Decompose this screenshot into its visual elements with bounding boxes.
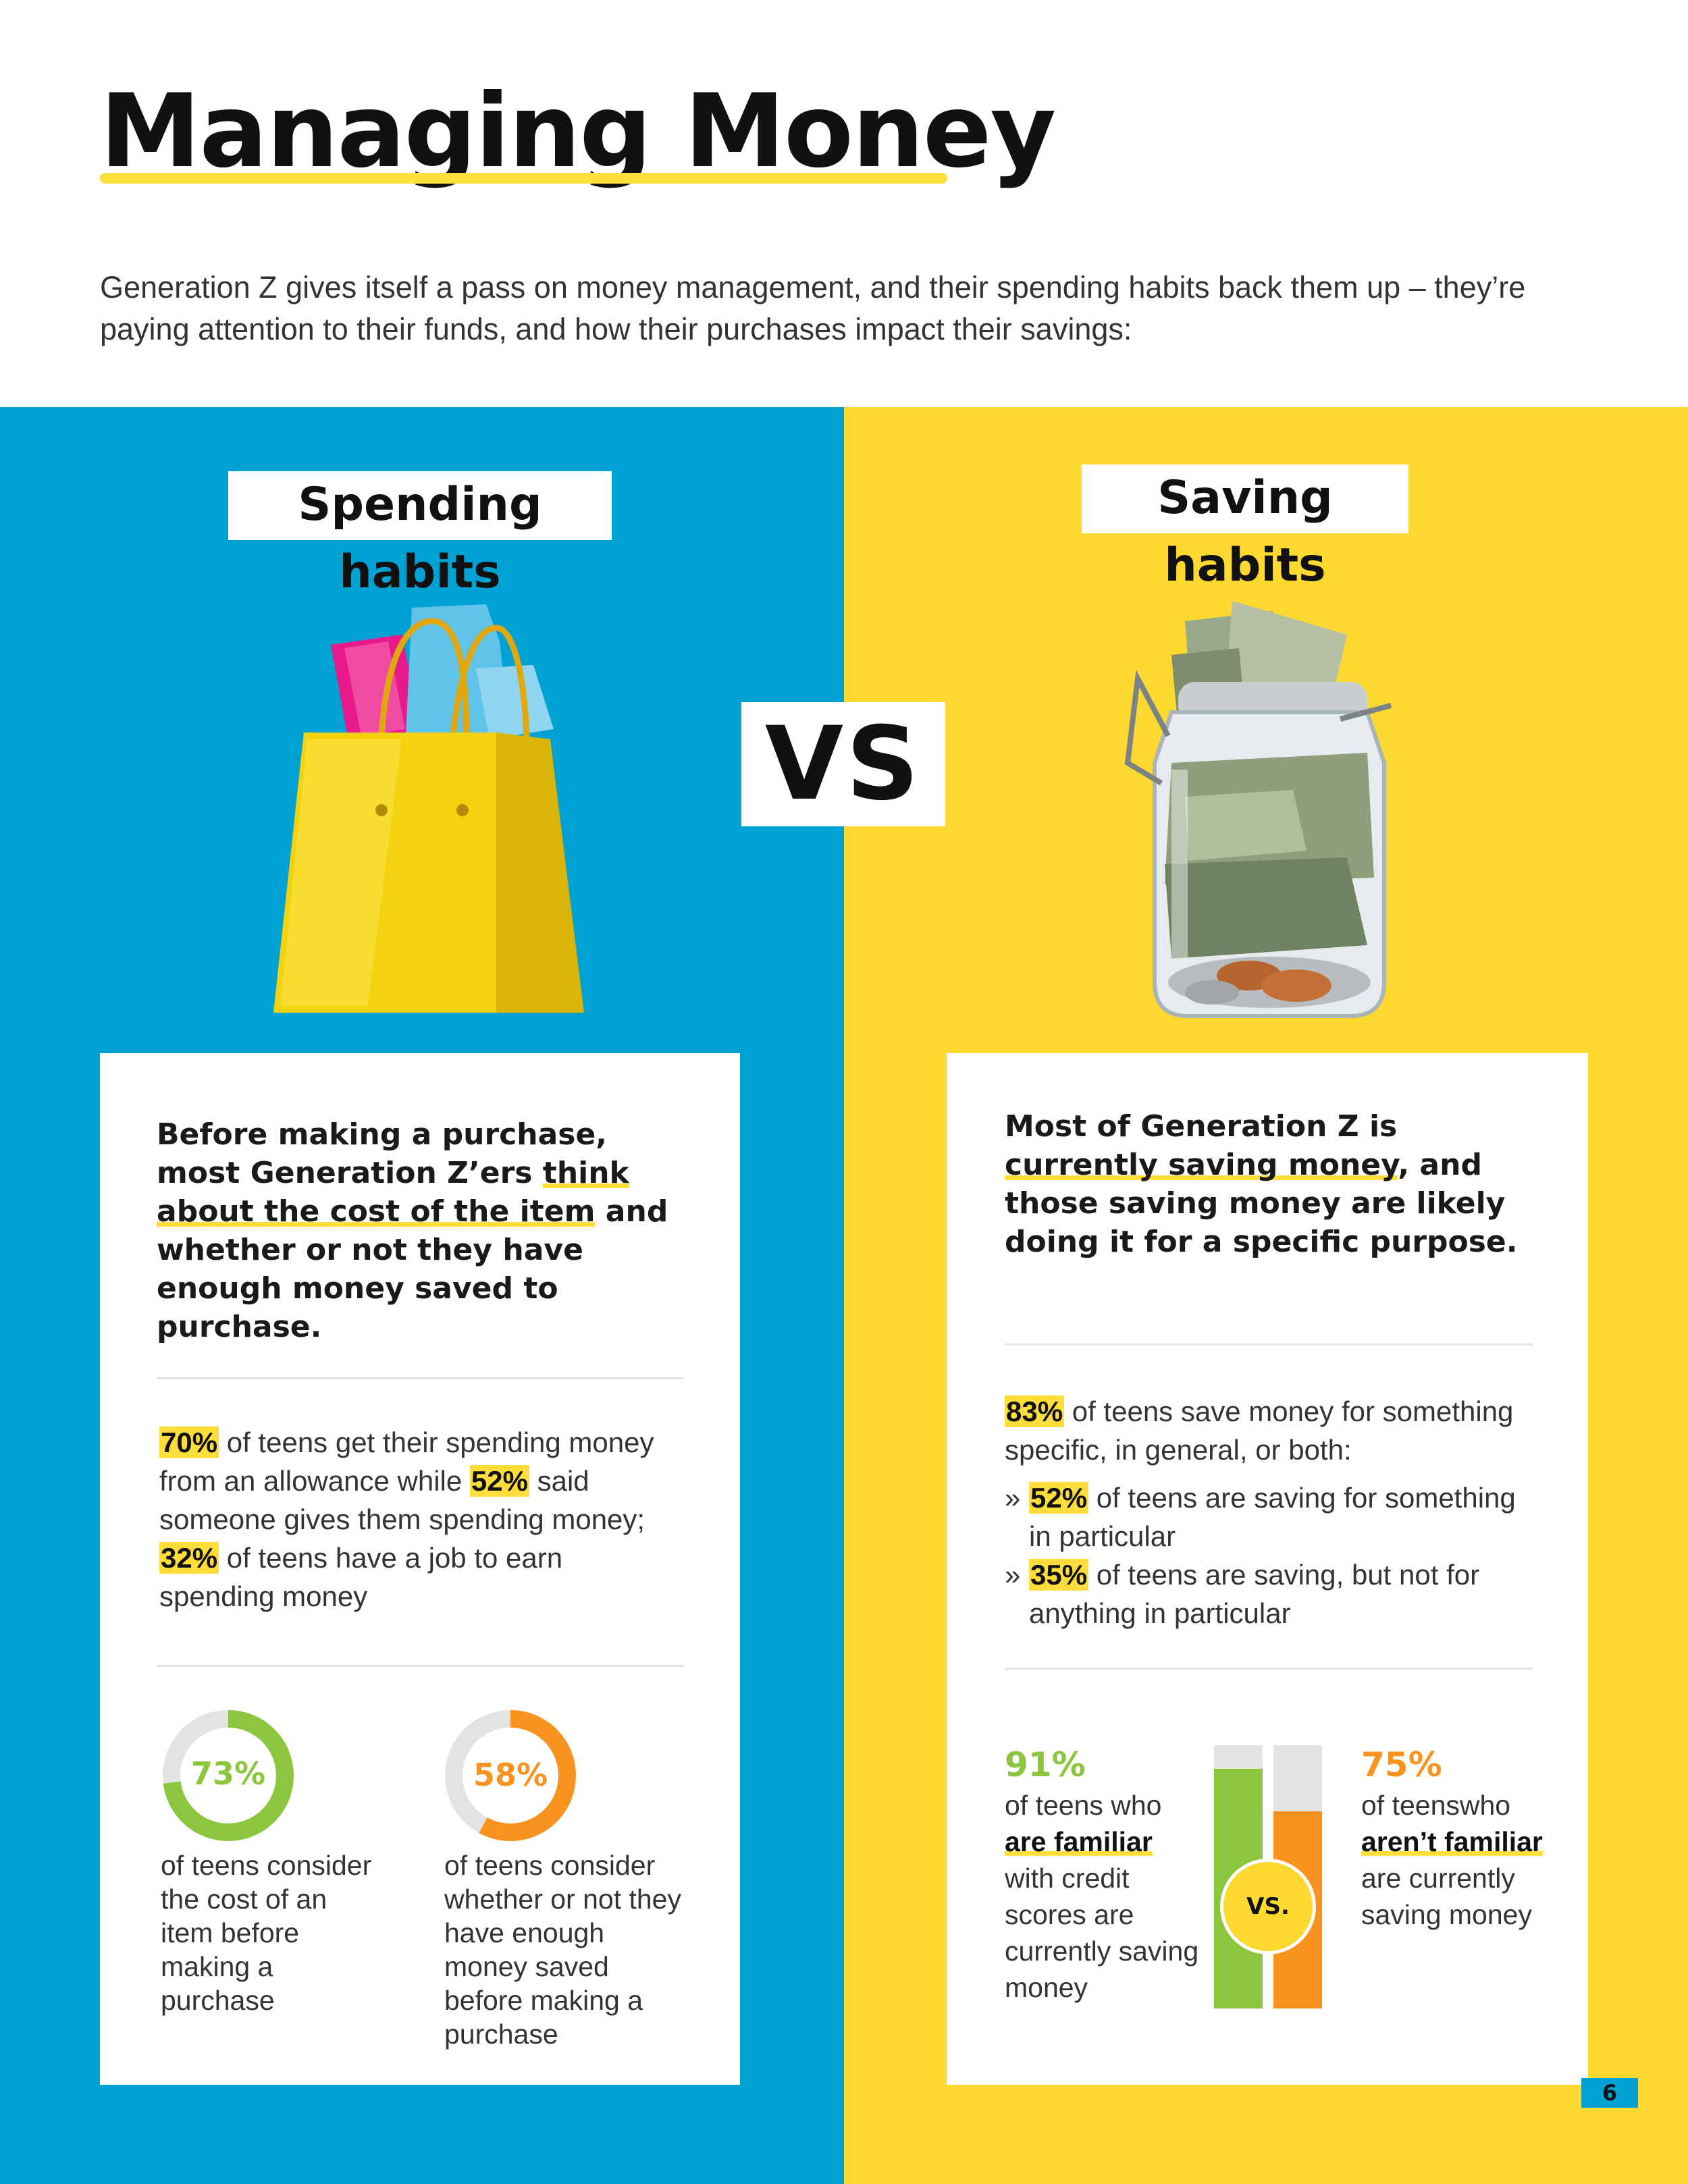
donut-chart-73 (163, 1710, 294, 1841)
divider (157, 1377, 683, 1379)
saving-stat: 83% of teens save money for something sp… (1005, 1392, 1545, 1632)
spending-stat: 70% of teens get their spending money fr… (159, 1427, 654, 1612)
donut-value-73: 73% (190, 1755, 266, 1792)
donut-caption-73: of teens consider the cost of an item be… (161, 1850, 372, 2016)
donut-caption-58: of teens consider whether or not they ha… (444, 1850, 681, 2050)
page-number: 6 (1581, 2078, 1638, 2108)
spending-heading: Spending habits (228, 471, 612, 599)
title-underline (100, 173, 947, 184)
bar-caption-91: of teens who are familiar with credit sc… (1005, 1790, 1199, 2003)
spending-lead: Before making a purchase, most Generatio… (157, 1117, 668, 1344)
page-title: Managing Money (100, 73, 1056, 190)
vs-label: VS (741, 702, 945, 826)
divider (1005, 1668, 1533, 1670)
vs-badge: VS. (1220, 1859, 1316, 1954)
divider (157, 1665, 683, 1667)
money-jar-icon (1124, 601, 1392, 1018)
intro-paragraph: Generation Z gives itself a pass on mone… (100, 270, 1526, 346)
bar-caption-75: of teenswho aren’t familiar are currentl… (1361, 1790, 1543, 1930)
divider (1005, 1343, 1533, 1346)
bar-value-75: 75% (1361, 1745, 1442, 1784)
saving-lead: Most of Generation Z is currently saving… (1005, 1109, 1518, 1259)
saving-heading: Saving habits (1082, 464, 1408, 592)
donut-value-58: 58% (473, 1757, 548, 1793)
list-item: 52% of teens are saving for something in… (1005, 1479, 1545, 1555)
shopping-bag-icon (273, 604, 584, 1013)
saving-lead-highlight: currently saving money (1005, 1148, 1398, 1182)
bar-value-91: 91% (1005, 1745, 1086, 1784)
donut-chart-58 (445, 1710, 576, 1841)
list-item: 35% of teens are saving, but not for any… (1005, 1555, 1545, 1632)
